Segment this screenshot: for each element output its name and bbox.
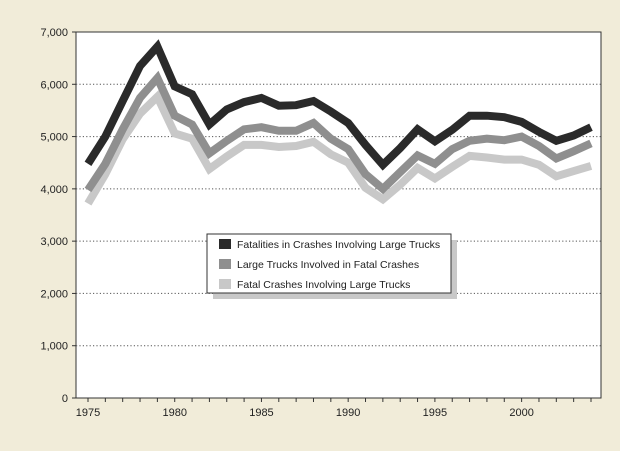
legend-box	[206, 233, 452, 294]
x-tick-label: 1980	[162, 407, 186, 419]
x-tick-label: 1995	[423, 407, 447, 419]
legend-label: Large Trucks Involved in Fatal Crashes	[237, 259, 419, 271]
legend-label: Fatal Crashes Involving Large Trucks	[237, 279, 410, 291]
y-tick-label: 6,000	[40, 79, 68, 91]
series-lines	[84, 39, 593, 206]
y-tick-label: 5,000	[40, 132, 68, 144]
legend-swatch	[219, 279, 231, 289]
legend: Fatalities in Crashes Involving Large Tr…	[206, 233, 457, 299]
x-tick-label: 1990	[336, 407, 360, 419]
y-tick-label: 1,000	[40, 341, 68, 353]
series-line-0	[84, 90, 593, 206]
legend-swatch	[219, 259, 231, 269]
x-tick-label: 1975	[76, 407, 100, 419]
x-tick-label: 1985	[249, 407, 273, 419]
y-tick-label: 4,000	[40, 184, 68, 196]
y-tick-label: 3,000	[40, 236, 68, 248]
y-tick-label: 2,000	[40, 288, 68, 300]
series-line-2	[84, 39, 593, 171]
x-tick-label: 2000	[509, 407, 533, 419]
y-axis: 0 1,000 2,000 3,000 4,000 5,000 6,000 7,000	[40, 27, 76, 405]
y-tick-label: 0	[62, 393, 68, 405]
y-tick-label: 7,000	[40, 27, 68, 39]
legend-label: Fatalities in Crashes Involving Large Tr…	[237, 239, 440, 251]
x-axis: 1975 1980 1985 1990 1995 2000	[76, 398, 592, 419]
legend-swatch	[219, 239, 231, 249]
series-line-1	[84, 70, 593, 195]
